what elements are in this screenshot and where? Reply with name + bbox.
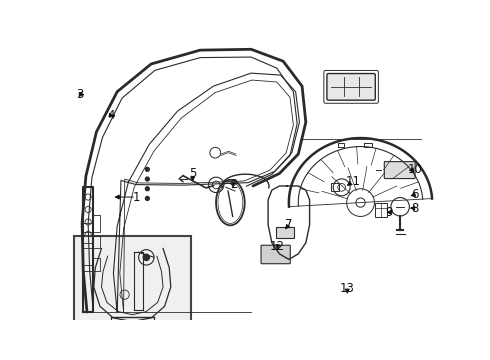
Text: 4: 4 [108,109,115,122]
Text: 12: 12 [270,240,285,253]
Text: 11: 11 [345,175,361,188]
Text: 5: 5 [189,167,196,180]
Text: 1: 1 [132,190,140,203]
Circle shape [146,187,149,191]
Text: 13: 13 [340,282,355,295]
FancyBboxPatch shape [384,162,415,179]
Text: 10: 10 [408,163,423,176]
Text: 9: 9 [385,206,392,219]
Bar [331,184,339,191]
Circle shape [143,254,149,260]
Text: 6: 6 [412,188,419,201]
Bar [276,227,294,238]
Circle shape [146,167,149,171]
Bar [375,203,388,217]
Text: 7: 7 [285,218,293,231]
Bar [74,236,191,322]
Text: 2: 2 [230,178,238,191]
FancyBboxPatch shape [261,245,290,264]
FancyBboxPatch shape [327,73,375,100]
Circle shape [146,177,149,181]
Text: 3: 3 [76,88,83,101]
Text: 8: 8 [412,202,419,215]
Circle shape [146,197,149,201]
